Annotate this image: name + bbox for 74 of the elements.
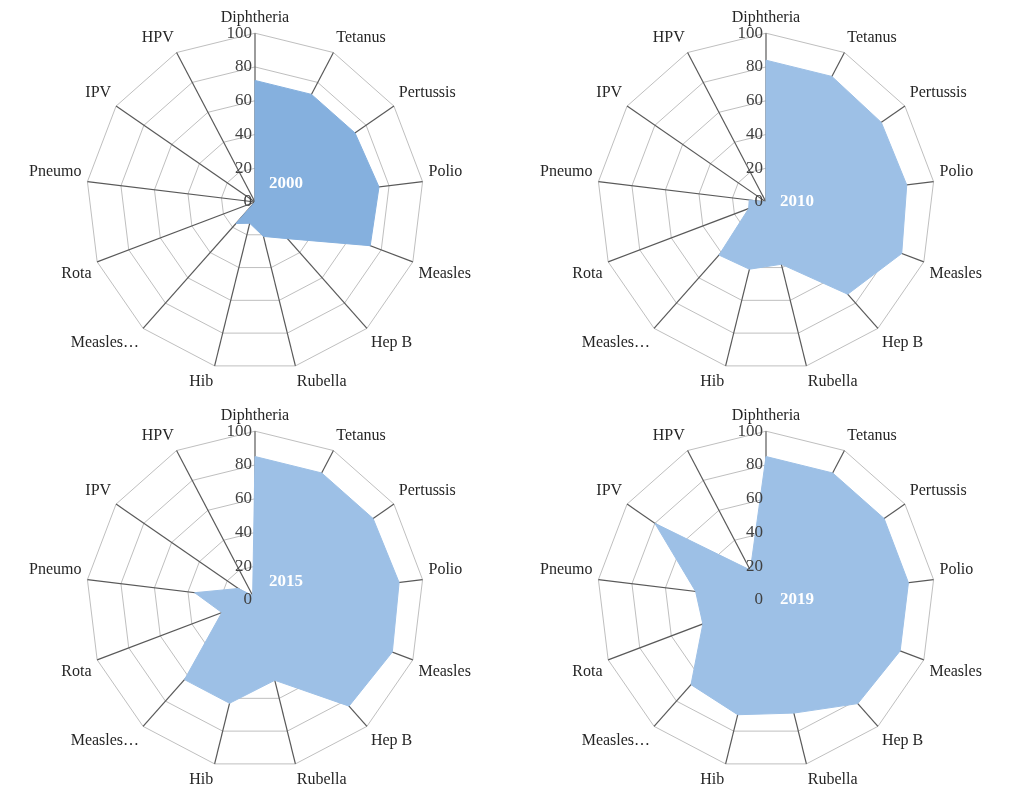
spoke-label: Rubella	[807, 371, 858, 389]
spoke-label: Polio	[939, 161, 974, 179]
spoke-label: IPV	[596, 481, 623, 499]
spoke-label: Pertussis	[909, 481, 967, 499]
y-tick-label: 60	[746, 90, 763, 110]
y-tick-label: 60	[235, 90, 252, 110]
spoke-label: HPV	[141, 425, 175, 443]
spoke-label: Polio	[428, 559, 463, 577]
series-label: 2010	[780, 191, 814, 211]
spoke-label: IPV	[85, 481, 112, 499]
spoke-label: Tetanus	[847, 27, 897, 45]
spoke-label: Hep B	[881, 332, 924, 351]
spoke-label: Tetanus	[847, 425, 897, 443]
y-tick-label: 40	[746, 123, 763, 143]
y-tick-label: 0	[243, 589, 252, 609]
spoke-label: Rubella	[296, 769, 347, 787]
spoke-label: Pneumo	[29, 559, 82, 577]
y-tick-label: 20	[235, 555, 252, 575]
spoke-label: Hib	[189, 371, 214, 389]
y-tick-label: 60	[746, 488, 763, 508]
spoke-label: Polio	[428, 161, 463, 179]
spoke-label: HPV	[652, 425, 686, 443]
spoke-label: Rubella	[296, 371, 347, 389]
y-tick-label: 20	[235, 157, 252, 177]
spoke-label: Diphtheria	[220, 7, 290, 26]
spoke-label: Measles	[418, 263, 471, 281]
y-tick-label: 40	[235, 521, 252, 541]
y-tick-label: 80	[235, 56, 252, 76]
y-tick-label: 20	[746, 157, 763, 177]
spoke-label: Hep B	[370, 332, 413, 351]
spoke-label: Hib	[700, 371, 725, 389]
spoke-label: Hep B	[370, 730, 413, 749]
spoke-label: Measles	[929, 263, 982, 281]
spoke-label: Hib	[189, 769, 214, 787]
spoke-label: Rota	[61, 661, 92, 679]
spoke-label: Pertussis	[909, 83, 967, 101]
spoke-label: Pneumo	[29, 161, 82, 179]
y-tick-label: 40	[235, 123, 252, 143]
spoke-label: Measles…	[70, 332, 140, 350]
spoke-label: Pneumo	[540, 559, 593, 577]
spoke-label: Tetanus	[336, 27, 386, 45]
spoke-label: Rubella	[807, 769, 858, 787]
spoke-label: Diphtheria	[731, 7, 801, 26]
spoke-label: Rota	[572, 263, 603, 281]
y-tick-label: 80	[746, 56, 763, 76]
spoke-label: Pneumo	[540, 161, 593, 179]
spoke-label: Measles…	[581, 730, 651, 748]
series-label: 2019	[780, 589, 814, 609]
spoke-label: Pertussis	[398, 83, 456, 101]
spoke-label: Rota	[61, 263, 92, 281]
spoke-label: Measles	[929, 661, 982, 679]
spoke-label: Measles…	[70, 730, 140, 748]
spoke-label: IPV	[85, 83, 112, 101]
series-label: 2015	[269, 571, 303, 591]
spoke-label: Measles…	[581, 332, 651, 350]
spoke-label: IPV	[596, 83, 623, 101]
y-tick-label: 40	[746, 521, 763, 541]
spoke-label: HPV	[652, 27, 686, 45]
spoke-label: Diphtheria	[731, 405, 801, 424]
spoke-label: Hep B	[881, 730, 924, 749]
spoke-label: Diphtheria	[220, 405, 290, 424]
spoke-label: Measles	[418, 661, 471, 679]
series-label: 2000	[269, 173, 303, 193]
spoke-label: Polio	[939, 559, 974, 577]
spoke-label: Tetanus	[336, 425, 386, 443]
spoke-label: Rota	[572, 661, 603, 679]
y-tick-label: 0	[754, 589, 763, 609]
y-tick-label: 80	[746, 454, 763, 474]
spoke-label: Pertussis	[398, 481, 456, 499]
y-tick-label: 20	[746, 555, 763, 575]
spoke-label: HPV	[141, 27, 175, 45]
spoke-label: Hib	[700, 769, 725, 787]
y-tick-label: 60	[235, 488, 252, 508]
y-tick-label: 80	[235, 454, 252, 474]
